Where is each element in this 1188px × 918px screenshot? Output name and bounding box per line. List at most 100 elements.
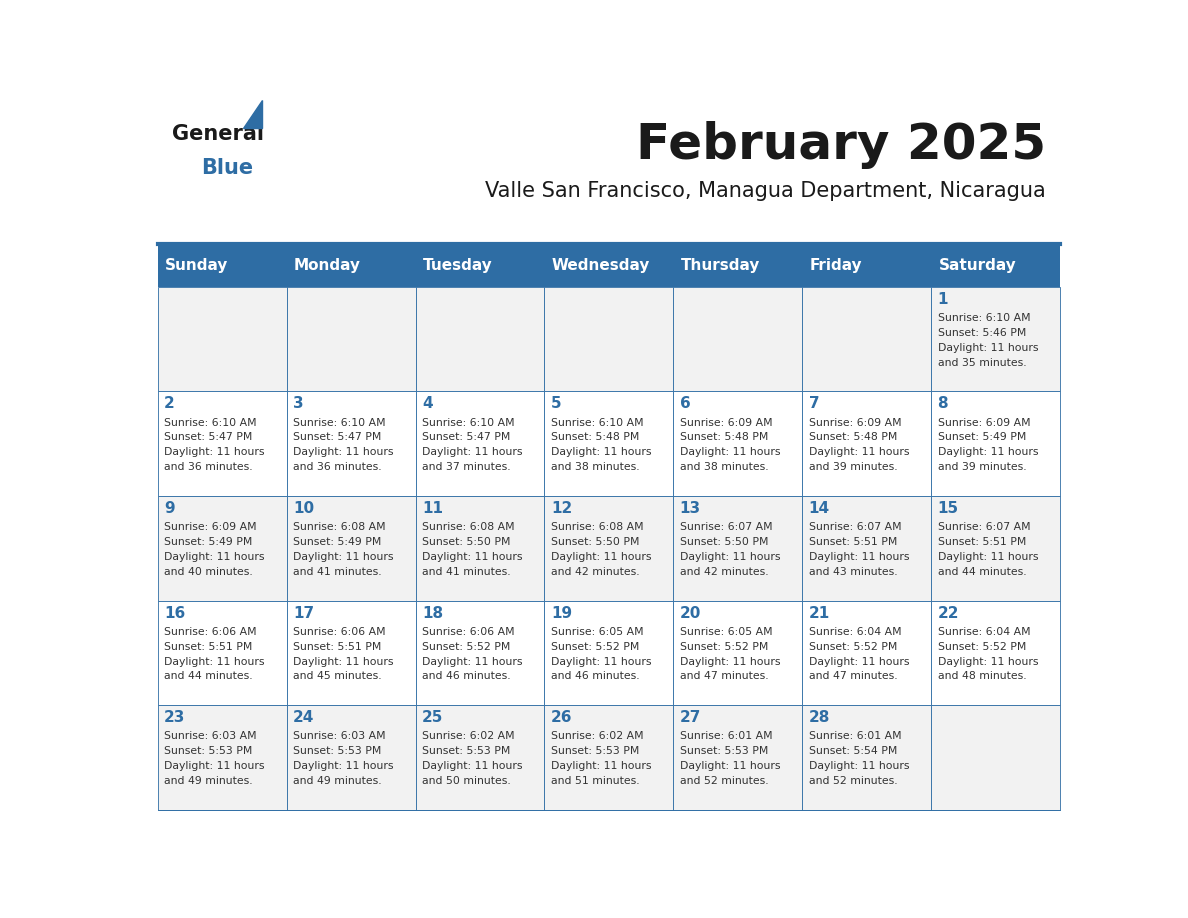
Text: Daylight: 11 hours: Daylight: 11 hours [293,761,393,771]
Text: 24: 24 [293,711,315,725]
Bar [674,286,802,391]
Bar [802,496,931,600]
Text: and 36 minutes.: and 36 minutes. [293,462,381,472]
Text: Sunrise: 6:02 AM: Sunrise: 6:02 AM [422,732,514,742]
Text: and 47 minutes.: and 47 minutes. [809,671,897,681]
Text: and 38 minutes.: and 38 minutes. [551,462,639,472]
Bar [674,496,802,600]
Text: Sunrise: 6:10 AM: Sunrise: 6:10 AM [164,418,257,428]
Bar [544,496,674,600]
Text: and 49 minutes.: and 49 minutes. [164,776,253,786]
Text: Sunset: 5:51 PM: Sunset: 5:51 PM [937,537,1026,547]
Text: Sunday: Sunday [165,258,228,274]
Text: Sunrise: 6:04 AM: Sunrise: 6:04 AM [809,627,902,637]
Text: Sunset: 5:48 PM: Sunset: 5:48 PM [551,432,639,442]
Bar [158,705,286,810]
Text: Sunrise: 6:09 AM: Sunrise: 6:09 AM [809,418,902,428]
Bar [286,286,416,391]
Text: and 35 minutes.: and 35 minutes. [937,357,1026,367]
Text: 11: 11 [422,501,443,516]
Text: and 41 minutes.: and 41 minutes. [293,566,381,577]
Text: 8: 8 [937,397,948,411]
Text: Daylight: 11 hours: Daylight: 11 hours [809,552,909,562]
Text: Daylight: 11 hours: Daylight: 11 hours [422,552,523,562]
Text: Daylight: 11 hours: Daylight: 11 hours [422,447,523,457]
Text: and 49 minutes.: and 49 minutes. [293,776,381,786]
Text: and 38 minutes.: and 38 minutes. [680,462,769,472]
Text: Valle San Francisco, Managua Department, Nicaragua: Valle San Francisco, Managua Department,… [486,181,1047,201]
Bar [544,600,674,705]
Text: Sunset: 5:50 PM: Sunset: 5:50 PM [680,537,769,547]
Text: Daylight: 11 hours: Daylight: 11 hours [809,656,909,666]
Text: Wednesday: Wednesday [551,258,650,274]
Text: Sunset: 5:53 PM: Sunset: 5:53 PM [422,746,511,756]
Bar [158,286,286,391]
Bar [674,705,802,810]
Bar [674,600,802,705]
Text: and 44 minutes.: and 44 minutes. [937,566,1026,577]
Text: Sunrise: 6:05 AM: Sunrise: 6:05 AM [551,627,644,637]
Bar [802,600,931,705]
Text: 14: 14 [809,501,829,516]
Text: Sunrise: 6:01 AM: Sunrise: 6:01 AM [680,732,772,742]
Text: 6: 6 [680,397,690,411]
Text: 9: 9 [164,501,175,516]
Text: 19: 19 [551,606,571,621]
Text: and 52 minutes.: and 52 minutes. [809,776,897,786]
Text: Sunset: 5:52 PM: Sunset: 5:52 PM [937,642,1026,652]
Bar [158,391,286,496]
Text: 25: 25 [422,711,443,725]
Text: and 42 minutes.: and 42 minutes. [680,566,769,577]
Text: Sunrise: 6:05 AM: Sunrise: 6:05 AM [680,627,772,637]
Text: 20: 20 [680,606,701,621]
Bar [802,286,931,391]
Text: 28: 28 [809,711,830,725]
Text: and 46 minutes.: and 46 minutes. [422,671,511,681]
Text: Sunrise: 6:10 AM: Sunrise: 6:10 AM [293,418,386,428]
Bar [158,600,286,705]
Bar [286,705,416,810]
Text: Sunrise: 6:09 AM: Sunrise: 6:09 AM [164,522,257,532]
Bar [158,244,1060,286]
Text: 7: 7 [809,397,820,411]
Text: and 46 minutes.: and 46 minutes. [551,671,639,681]
Text: Sunset: 5:52 PM: Sunset: 5:52 PM [422,642,511,652]
Text: and 52 minutes.: and 52 minutes. [680,776,769,786]
Text: Sunset: 5:51 PM: Sunset: 5:51 PM [809,537,897,547]
Text: 16: 16 [164,606,185,621]
Text: Sunset: 5:53 PM: Sunset: 5:53 PM [680,746,769,756]
Text: Friday: Friday [809,258,862,274]
Text: Daylight: 11 hours: Daylight: 11 hours [422,656,523,666]
Text: Sunset: 5:52 PM: Sunset: 5:52 PM [551,642,639,652]
Text: Sunset: 5:47 PM: Sunset: 5:47 PM [293,432,381,442]
Text: 23: 23 [164,711,185,725]
Text: Sunrise: 6:10 AM: Sunrise: 6:10 AM [551,418,644,428]
Text: and 40 minutes.: and 40 minutes. [164,566,253,577]
Text: and 50 minutes.: and 50 minutes. [422,776,511,786]
Text: Daylight: 11 hours: Daylight: 11 hours [680,761,781,771]
Text: and 45 minutes.: and 45 minutes. [293,671,381,681]
Text: Daylight: 11 hours: Daylight: 11 hours [293,552,393,562]
Text: 12: 12 [551,501,573,516]
Bar [544,705,674,810]
Text: 15: 15 [937,501,959,516]
Text: Sunrise: 6:02 AM: Sunrise: 6:02 AM [551,732,644,742]
Bar [931,600,1060,705]
Text: Daylight: 11 hours: Daylight: 11 hours [680,552,781,562]
Text: Daylight: 11 hours: Daylight: 11 hours [164,761,265,771]
Text: Sunset: 5:53 PM: Sunset: 5:53 PM [551,746,639,756]
Text: Sunset: 5:50 PM: Sunset: 5:50 PM [551,537,639,547]
Bar [286,496,416,600]
Text: Sunset: 5:52 PM: Sunset: 5:52 PM [809,642,897,652]
Text: and 39 minutes.: and 39 minutes. [937,462,1026,472]
Text: Sunrise: 6:07 AM: Sunrise: 6:07 AM [809,522,902,532]
Text: Daylight: 11 hours: Daylight: 11 hours [937,447,1038,457]
Text: 3: 3 [293,397,304,411]
Text: Daylight: 11 hours: Daylight: 11 hours [164,656,265,666]
Text: Sunset: 5:49 PM: Sunset: 5:49 PM [164,537,253,547]
Bar [416,496,544,600]
Text: Sunrise: 6:01 AM: Sunrise: 6:01 AM [809,732,902,742]
Text: Tuesday: Tuesday [423,258,493,274]
Text: General: General [171,124,264,144]
Text: Sunset: 5:48 PM: Sunset: 5:48 PM [680,432,769,442]
